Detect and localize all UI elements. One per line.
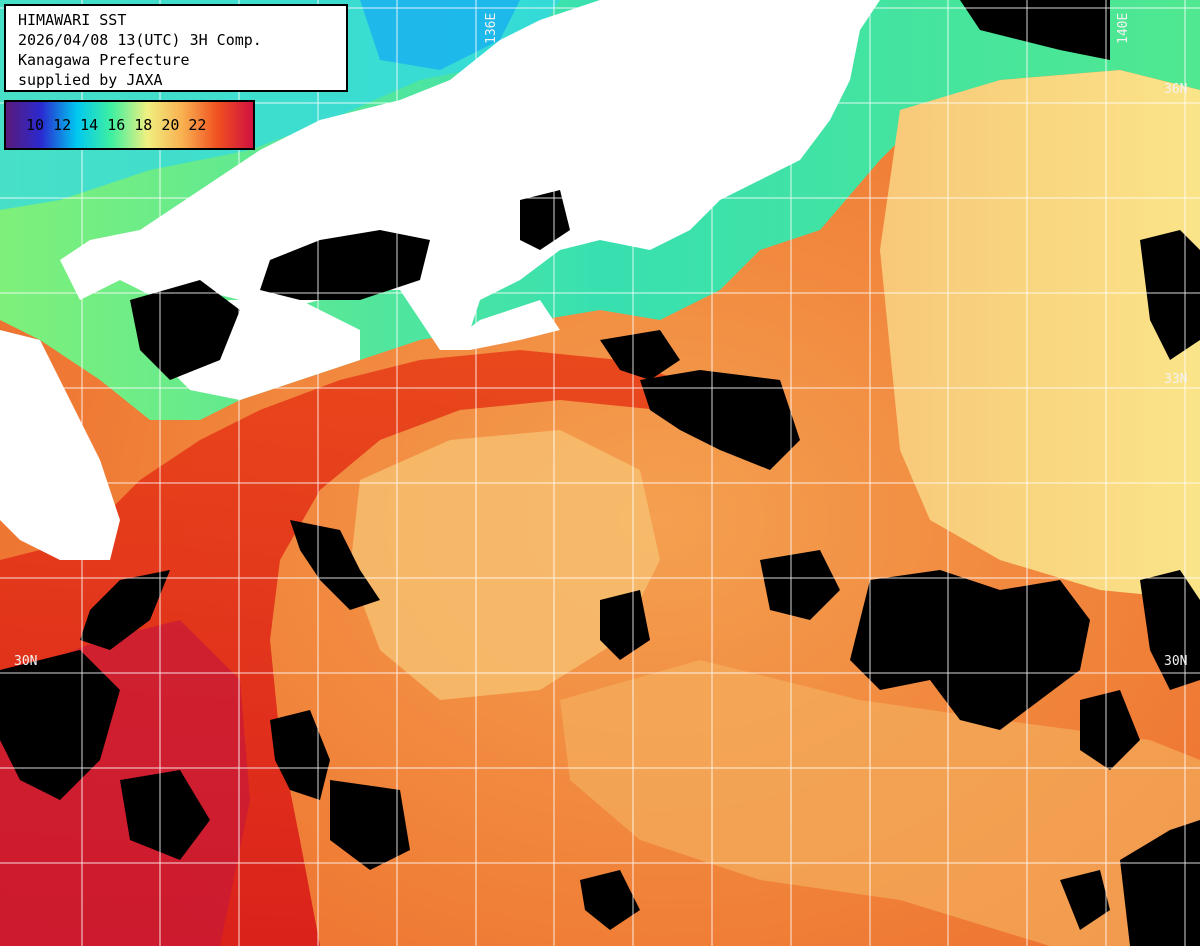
legend-color-bar [6,102,253,148]
legend-tick: 18 [134,116,153,134]
info-datetime: 2026/04/08 13(UTC) 3H Comp. [18,31,262,49]
pale-water-center [350,430,660,700]
legend-tick: 12 [53,116,72,134]
honshu-land [60,0,880,350]
lat-label-33n: 33N [1164,372,1188,387]
lat-label-30n-left: 30N [14,654,38,669]
legend-tick: 10 [26,116,45,134]
legend-labels: 10 12 14 16 18 20 22 [26,116,206,134]
legend-tick: 14 [80,116,99,134]
legend-tick: 22 [188,116,207,134]
legend-tick: 16 [107,116,126,134]
legend-tick: 20 [161,116,180,134]
kii-peninsula [440,300,560,350]
info-region: Kanagawa Prefecture [18,51,190,69]
lon-label-136e: 136E [484,12,499,44]
info-credit: supplied by JAXA [18,71,163,89]
pale-water-east [880,70,1200,600]
lat-label-30n-right: 30N [1164,654,1188,669]
lat-label-36n: 36N [1164,82,1188,97]
info-box: HIMAWARI SST 2026/04/08 13(UTC) 3H Comp.… [4,4,348,92]
blue-water-top [360,0,520,70]
temperature-legend: 10 12 14 16 18 20 22 [4,100,255,150]
info-title: HIMAWARI SST [18,11,127,29]
pale-water-south [560,660,1200,946]
lon-label-140e: 140E [1116,12,1131,44]
